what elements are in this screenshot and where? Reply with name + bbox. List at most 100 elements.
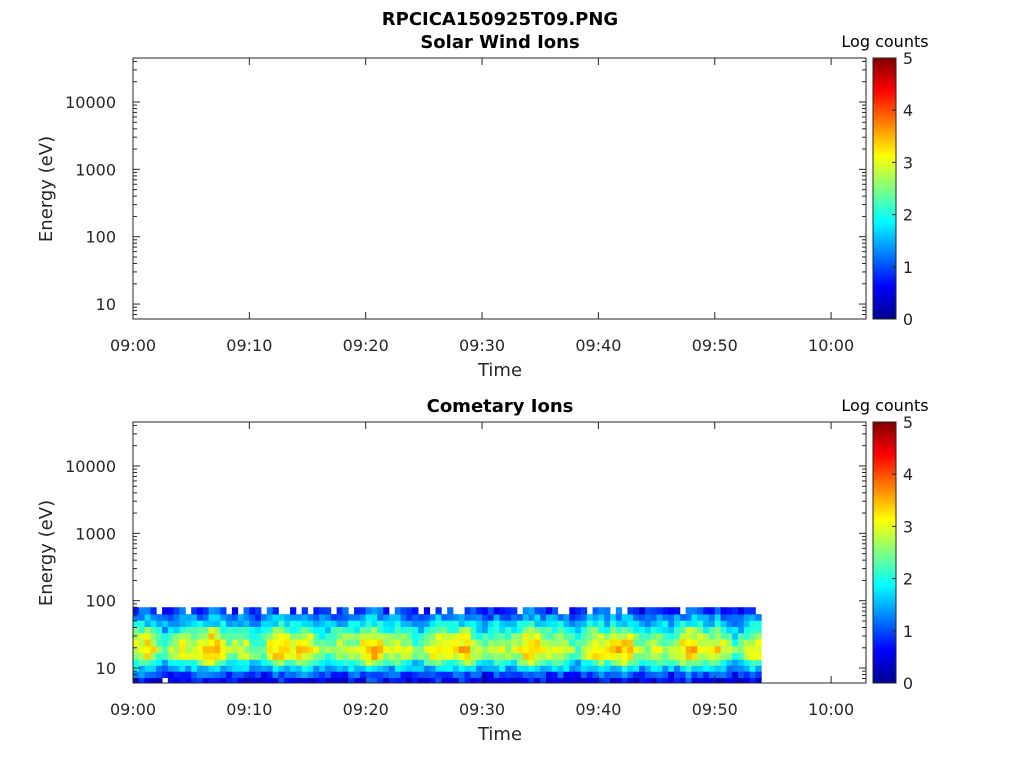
spectrogram-cell [185,614,192,621]
spectrogram-cell [586,614,593,621]
spectrogram-cell [708,626,716,634]
spectrogram-cell [301,626,308,634]
spectrogram-cell [476,671,483,679]
spectrogram-cell [679,614,687,621]
spectrogram-cell [691,665,698,672]
spectrogram-cell [435,677,442,684]
spectrogram-cell [685,607,692,615]
spectrogram-cell [237,614,244,621]
spectrogram-cell [714,671,721,679]
spectrogram-cell [423,632,431,640]
spectrogram-cell [429,671,436,679]
spectrogram-cell [435,620,442,627]
spectrogram-cell [150,671,157,679]
spectrogram-cell [627,626,634,634]
spectrogram-cell [400,665,407,672]
spectrogram-cell [342,645,349,654]
spectrogram-cell [516,659,524,666]
spectrogram-cell [580,671,588,679]
spectrogram-cell [156,671,163,679]
spectrogram-cell [679,620,687,627]
spectrogram-cell [464,639,471,647]
spectrogram-cell [313,671,320,679]
spectrogram-cell [511,665,518,672]
spectrogram-cell [313,632,320,640]
spectrogram-cell [231,671,239,679]
spectrogram-cell [388,645,396,654]
spectrogram-cell [755,639,762,647]
spectrogram-cell [679,632,687,640]
spectrogram-cell [383,626,390,634]
spectrogram-cell [418,645,425,654]
spectrogram-cell [499,626,506,634]
spectrogram-cell [324,671,332,679]
spectrogram-cell [418,614,425,621]
spectrogram-cell [505,652,512,660]
spectrogram-cell [214,620,221,627]
spectrogram-cell [307,645,314,654]
spectrogram-cell [714,645,721,654]
spectrogram-cell [330,645,338,654]
spectrogram-cell [354,632,361,640]
spectrogram-cell [365,620,372,627]
spectrogram-cell [290,620,297,627]
spectrogram-cell [429,659,436,666]
spectrogram-cell [458,614,465,621]
spectrogram-cell [604,632,611,640]
spectrogram-cell [383,677,390,684]
spectrogram-cell [301,645,308,654]
spectrogram-cell [406,614,413,621]
spectrogram-cell [371,626,378,634]
spectrogram-cell [237,659,244,666]
spectrogram-cell [400,607,407,615]
spectrogram-cell [627,639,634,647]
spectrogram-cell [691,659,698,666]
colorbar-tick-label: 4 [903,465,913,484]
spectrogram-cell [156,626,163,634]
spectrogram-cell [173,607,180,615]
spectrogram-cell [423,614,431,621]
spectrogram-cell [604,665,611,672]
spectrogram-cell [179,626,186,634]
spectrogram-cell [266,665,274,672]
spectrogram-cell [540,639,547,647]
spectrogram-cell [342,626,349,634]
spectrogram-cell [557,645,564,654]
spectrogram-cell [633,632,640,640]
spectrogram-cell [202,614,210,621]
spectrogram-cell [260,652,268,660]
spectrogram-cell [388,626,396,634]
spectrogram-cell [703,671,710,679]
spectrogram-cell [755,659,762,666]
spectrogram-cell [359,626,367,634]
spectrogram-cell [668,626,675,634]
spectrogram-cell [394,671,402,679]
spectrogram-cell [301,639,308,647]
spectrogram-cell [377,639,384,647]
spectrogram-cell [511,677,518,684]
spectrogram-cell [354,620,361,627]
spectrogram-cell [133,659,140,666]
spectrogram-cell [319,626,326,634]
spectrogram-cell [231,645,239,654]
spectrogram-cell [528,614,535,621]
spectrogram-cell [557,620,564,627]
spectrogram-cell [336,632,343,640]
spectrogram-cell [412,607,419,615]
spectrogram-cell [185,639,192,647]
spectrogram-cell [592,652,599,660]
spectrogram-cell [371,652,378,660]
spectrogram-cell [266,626,274,634]
spectrogram-cell [284,677,291,684]
spectrogram-cell [196,614,204,621]
spectrogram-cell [290,659,297,666]
spectrogram-cell [191,665,198,672]
spectrogram-cell [301,659,308,666]
spectrogram-cell [284,639,291,647]
spectrogram-cell [476,677,483,684]
spectrogram-cell [598,677,605,684]
spectrogram-cell [144,645,151,654]
spectrogram-cell [307,639,314,647]
spectrogram-cell [714,620,721,627]
spectrogram-cell [534,677,541,684]
